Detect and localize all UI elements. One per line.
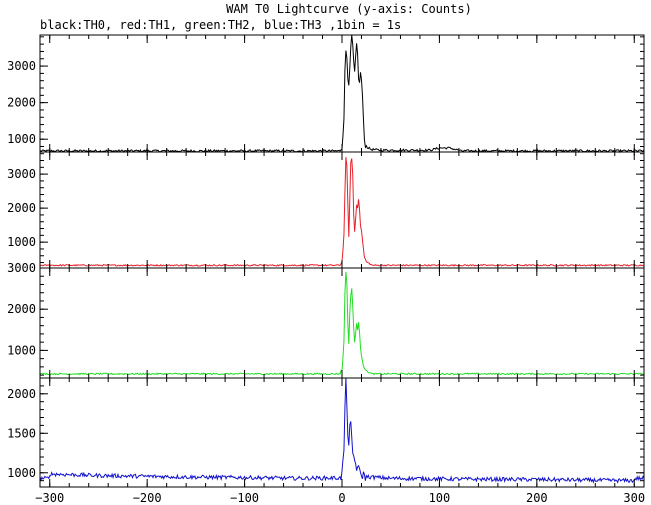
y-tick-label: 2000 (7, 387, 36, 401)
y-tick-label: 1000 (7, 466, 36, 480)
y-tick-label: 1500 (7, 426, 36, 440)
panel-frame-th1 (39, 151, 645, 269)
y-tick-label: 1000 (7, 235, 36, 249)
y-tick-label: 2000 (7, 201, 36, 215)
x-tick-label: −100 (230, 491, 259, 505)
x-tick-label: 100 (429, 491, 451, 505)
x-tick-label: 0 (338, 491, 345, 505)
y-tick-label: 3000 (7, 59, 36, 73)
panel-frame-th0 (39, 34, 645, 153)
series-line-th0 (39, 34, 645, 154)
series-line-th2 (39, 271, 645, 376)
y-tick-label: 2000 (7, 302, 36, 316)
x-tick-label: −200 (133, 491, 162, 505)
chart-title: WAM T0 Lightcurve (y-axis: Counts) (226, 2, 472, 16)
series-line-th1 (39, 157, 645, 267)
x-tick-label: 200 (526, 491, 548, 505)
y-tick-label: 1000 (7, 132, 36, 146)
y-tick-label: 3000 (7, 261, 36, 275)
panel-frame-th2 (39, 267, 645, 379)
x-tick-label: 300 (623, 491, 645, 505)
y-tick-label: 2000 (7, 96, 36, 110)
series-line-th3 (39, 377, 645, 484)
y-tick-label: 1000 (7, 343, 36, 357)
x-tick-label: −300 (35, 491, 64, 505)
panel-frame-th3 (39, 377, 645, 488)
chart-subtitle: black:TH0, red:TH1, green:TH2, blue:TH3 … (40, 18, 401, 32)
y-tick-label: 3000 (7, 167, 36, 181)
